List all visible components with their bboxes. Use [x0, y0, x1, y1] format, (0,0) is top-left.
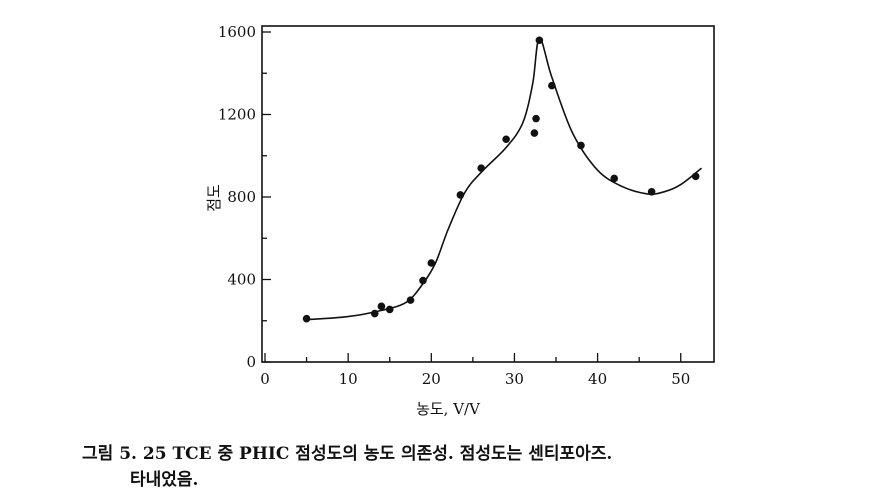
y-tick-label: 400 — [227, 271, 256, 289]
data-point — [377, 302, 386, 311]
x-axis-ticks: 0 10 20 30 40 50 — [260, 353, 690, 388]
y-axis-ticks: 0 400 800 1200 1600 — [218, 23, 271, 371]
data-point — [302, 314, 311, 323]
data-point — [530, 129, 539, 137]
data-point — [427, 259, 436, 267]
data-point — [456, 191, 465, 199]
x-tick-label: 50 — [671, 370, 690, 388]
plot-frame — [261, 25, 715, 363]
data-point — [691, 172, 700, 181]
data-point — [647, 188, 656, 196]
data-point — [419, 276, 427, 285]
y-tick-label: 800 — [227, 188, 256, 206]
x-tick-label: 10 — [339, 370, 358, 388]
figure-caption-continuation: 타내었음. — [130, 470, 199, 490]
y-axis-label: 점도 — [205, 184, 223, 212]
data-point — [406, 296, 415, 304]
data-point — [502, 135, 510, 144]
y-tick-label: 1600 — [218, 23, 256, 41]
y-tick-label: 1200 — [218, 106, 256, 124]
data-point — [577, 141, 585, 150]
x-tick-label: 20 — [422, 370, 441, 388]
data-point — [610, 174, 619, 183]
data-points — [302, 36, 700, 323]
chart: 0 10 20 30 40 50 0 400 800 1200 1600 농도, V/V 점도 — [205, 23, 715, 418]
data-point — [370, 309, 379, 318]
data-point — [548, 81, 556, 90]
data-point — [532, 114, 540, 123]
data-point — [385, 305, 394, 314]
data-point — [535, 36, 544, 45]
x-tick-label: 30 — [505, 370, 524, 388]
x-tick-label: 40 — [588, 370, 607, 388]
y-tick-label: 0 — [246, 353, 256, 371]
x-axis-label: 농도, V/V — [416, 400, 481, 418]
x-tick-label: 0 — [260, 370, 270, 388]
data-point — [477, 164, 485, 172]
figure-caption: 그림 5. 25 TCE 중 PHIC 점성도의 농도 의존성. 점성도는 센티… — [82, 444, 613, 464]
fitted-curve — [306, 37, 703, 321]
